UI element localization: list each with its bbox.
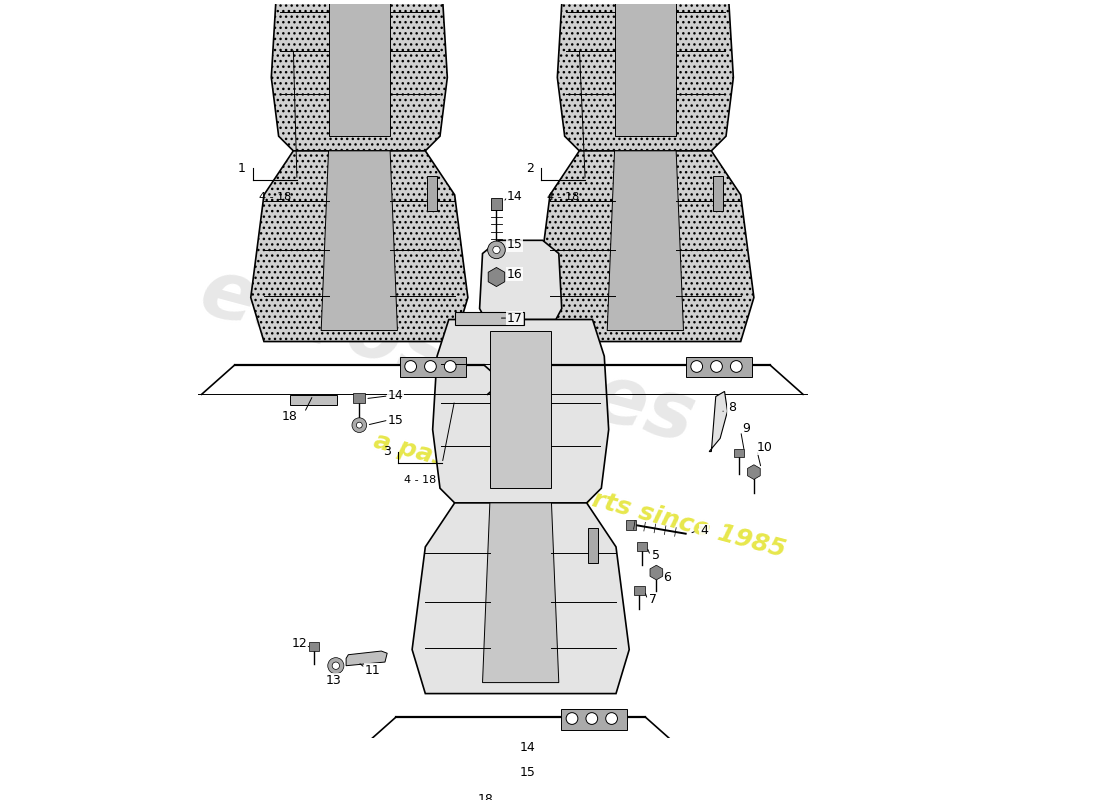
- Text: 4 - 18: 4 - 18: [258, 192, 292, 202]
- Bar: [459, 780, 506, 790]
- Circle shape: [566, 713, 578, 724]
- Text: 16: 16: [507, 267, 522, 281]
- Text: 11: 11: [364, 664, 381, 677]
- Circle shape: [487, 241, 505, 258]
- Text: 14: 14: [520, 742, 536, 754]
- Text: 13: 13: [326, 674, 341, 687]
- Bar: [734, 449, 745, 458]
- Polygon shape: [432, 319, 608, 503]
- Text: 15: 15: [388, 414, 404, 426]
- Bar: [427, 176, 437, 211]
- Bar: [353, 393, 365, 403]
- Polygon shape: [480, 240, 562, 319]
- Text: 3: 3: [383, 445, 390, 458]
- Polygon shape: [329, 0, 390, 136]
- Text: 15: 15: [507, 238, 522, 251]
- Polygon shape: [483, 503, 559, 682]
- Text: 14: 14: [507, 190, 522, 203]
- Text: 8: 8: [728, 401, 736, 414]
- Bar: [637, 542, 647, 550]
- Text: 5: 5: [651, 550, 660, 562]
- Polygon shape: [748, 465, 760, 479]
- Circle shape: [606, 713, 617, 724]
- Text: 6: 6: [663, 571, 671, 584]
- Polygon shape: [346, 651, 387, 666]
- Text: a passion for parts since 1985: a passion for parts since 1985: [371, 429, 788, 562]
- Polygon shape: [251, 151, 468, 342]
- Text: 18: 18: [477, 793, 494, 800]
- Circle shape: [586, 713, 597, 724]
- Bar: [626, 520, 636, 530]
- Circle shape: [483, 777, 488, 782]
- Text: 7: 7: [649, 594, 657, 606]
- Bar: [454, 312, 525, 326]
- Polygon shape: [488, 267, 505, 286]
- Text: 15: 15: [520, 766, 536, 779]
- Text: 4 - 18: 4 - 18: [404, 475, 437, 485]
- Polygon shape: [272, 0, 448, 151]
- Bar: [480, 743, 492, 754]
- Circle shape: [356, 422, 362, 428]
- Polygon shape: [412, 503, 629, 694]
- Polygon shape: [607, 151, 683, 330]
- Bar: [588, 528, 598, 563]
- Bar: [561, 709, 627, 730]
- Polygon shape: [615, 0, 676, 136]
- Text: 1: 1: [238, 162, 245, 175]
- Polygon shape: [558, 0, 734, 151]
- Text: 18: 18: [282, 410, 298, 423]
- Circle shape: [352, 418, 366, 433]
- Polygon shape: [490, 330, 551, 488]
- Circle shape: [493, 246, 500, 254]
- Text: 10: 10: [756, 442, 772, 454]
- Polygon shape: [321, 151, 397, 330]
- Circle shape: [691, 361, 703, 372]
- Text: 4 - 18: 4 - 18: [547, 192, 580, 202]
- Circle shape: [444, 361, 456, 372]
- Text: 2: 2: [526, 162, 534, 175]
- Circle shape: [711, 361, 723, 372]
- Text: 12: 12: [292, 638, 307, 650]
- Circle shape: [328, 658, 344, 674]
- Polygon shape: [650, 566, 662, 580]
- Circle shape: [730, 361, 743, 372]
- Text: 17: 17: [507, 311, 522, 325]
- Circle shape: [332, 662, 340, 670]
- Text: 14: 14: [388, 390, 404, 402]
- Bar: [685, 357, 751, 378]
- Text: 4: 4: [700, 524, 708, 538]
- Circle shape: [405, 361, 417, 372]
- Bar: [289, 395, 338, 406]
- Circle shape: [425, 361, 437, 372]
- Bar: [635, 586, 645, 594]
- Text: eurospares: eurospares: [191, 253, 703, 460]
- Bar: [399, 357, 465, 378]
- Polygon shape: [537, 151, 754, 342]
- Bar: [491, 198, 503, 210]
- Polygon shape: [710, 391, 727, 451]
- Text: 9: 9: [742, 422, 750, 434]
- Bar: [713, 176, 723, 211]
- Circle shape: [478, 772, 493, 786]
- Bar: [309, 642, 319, 651]
